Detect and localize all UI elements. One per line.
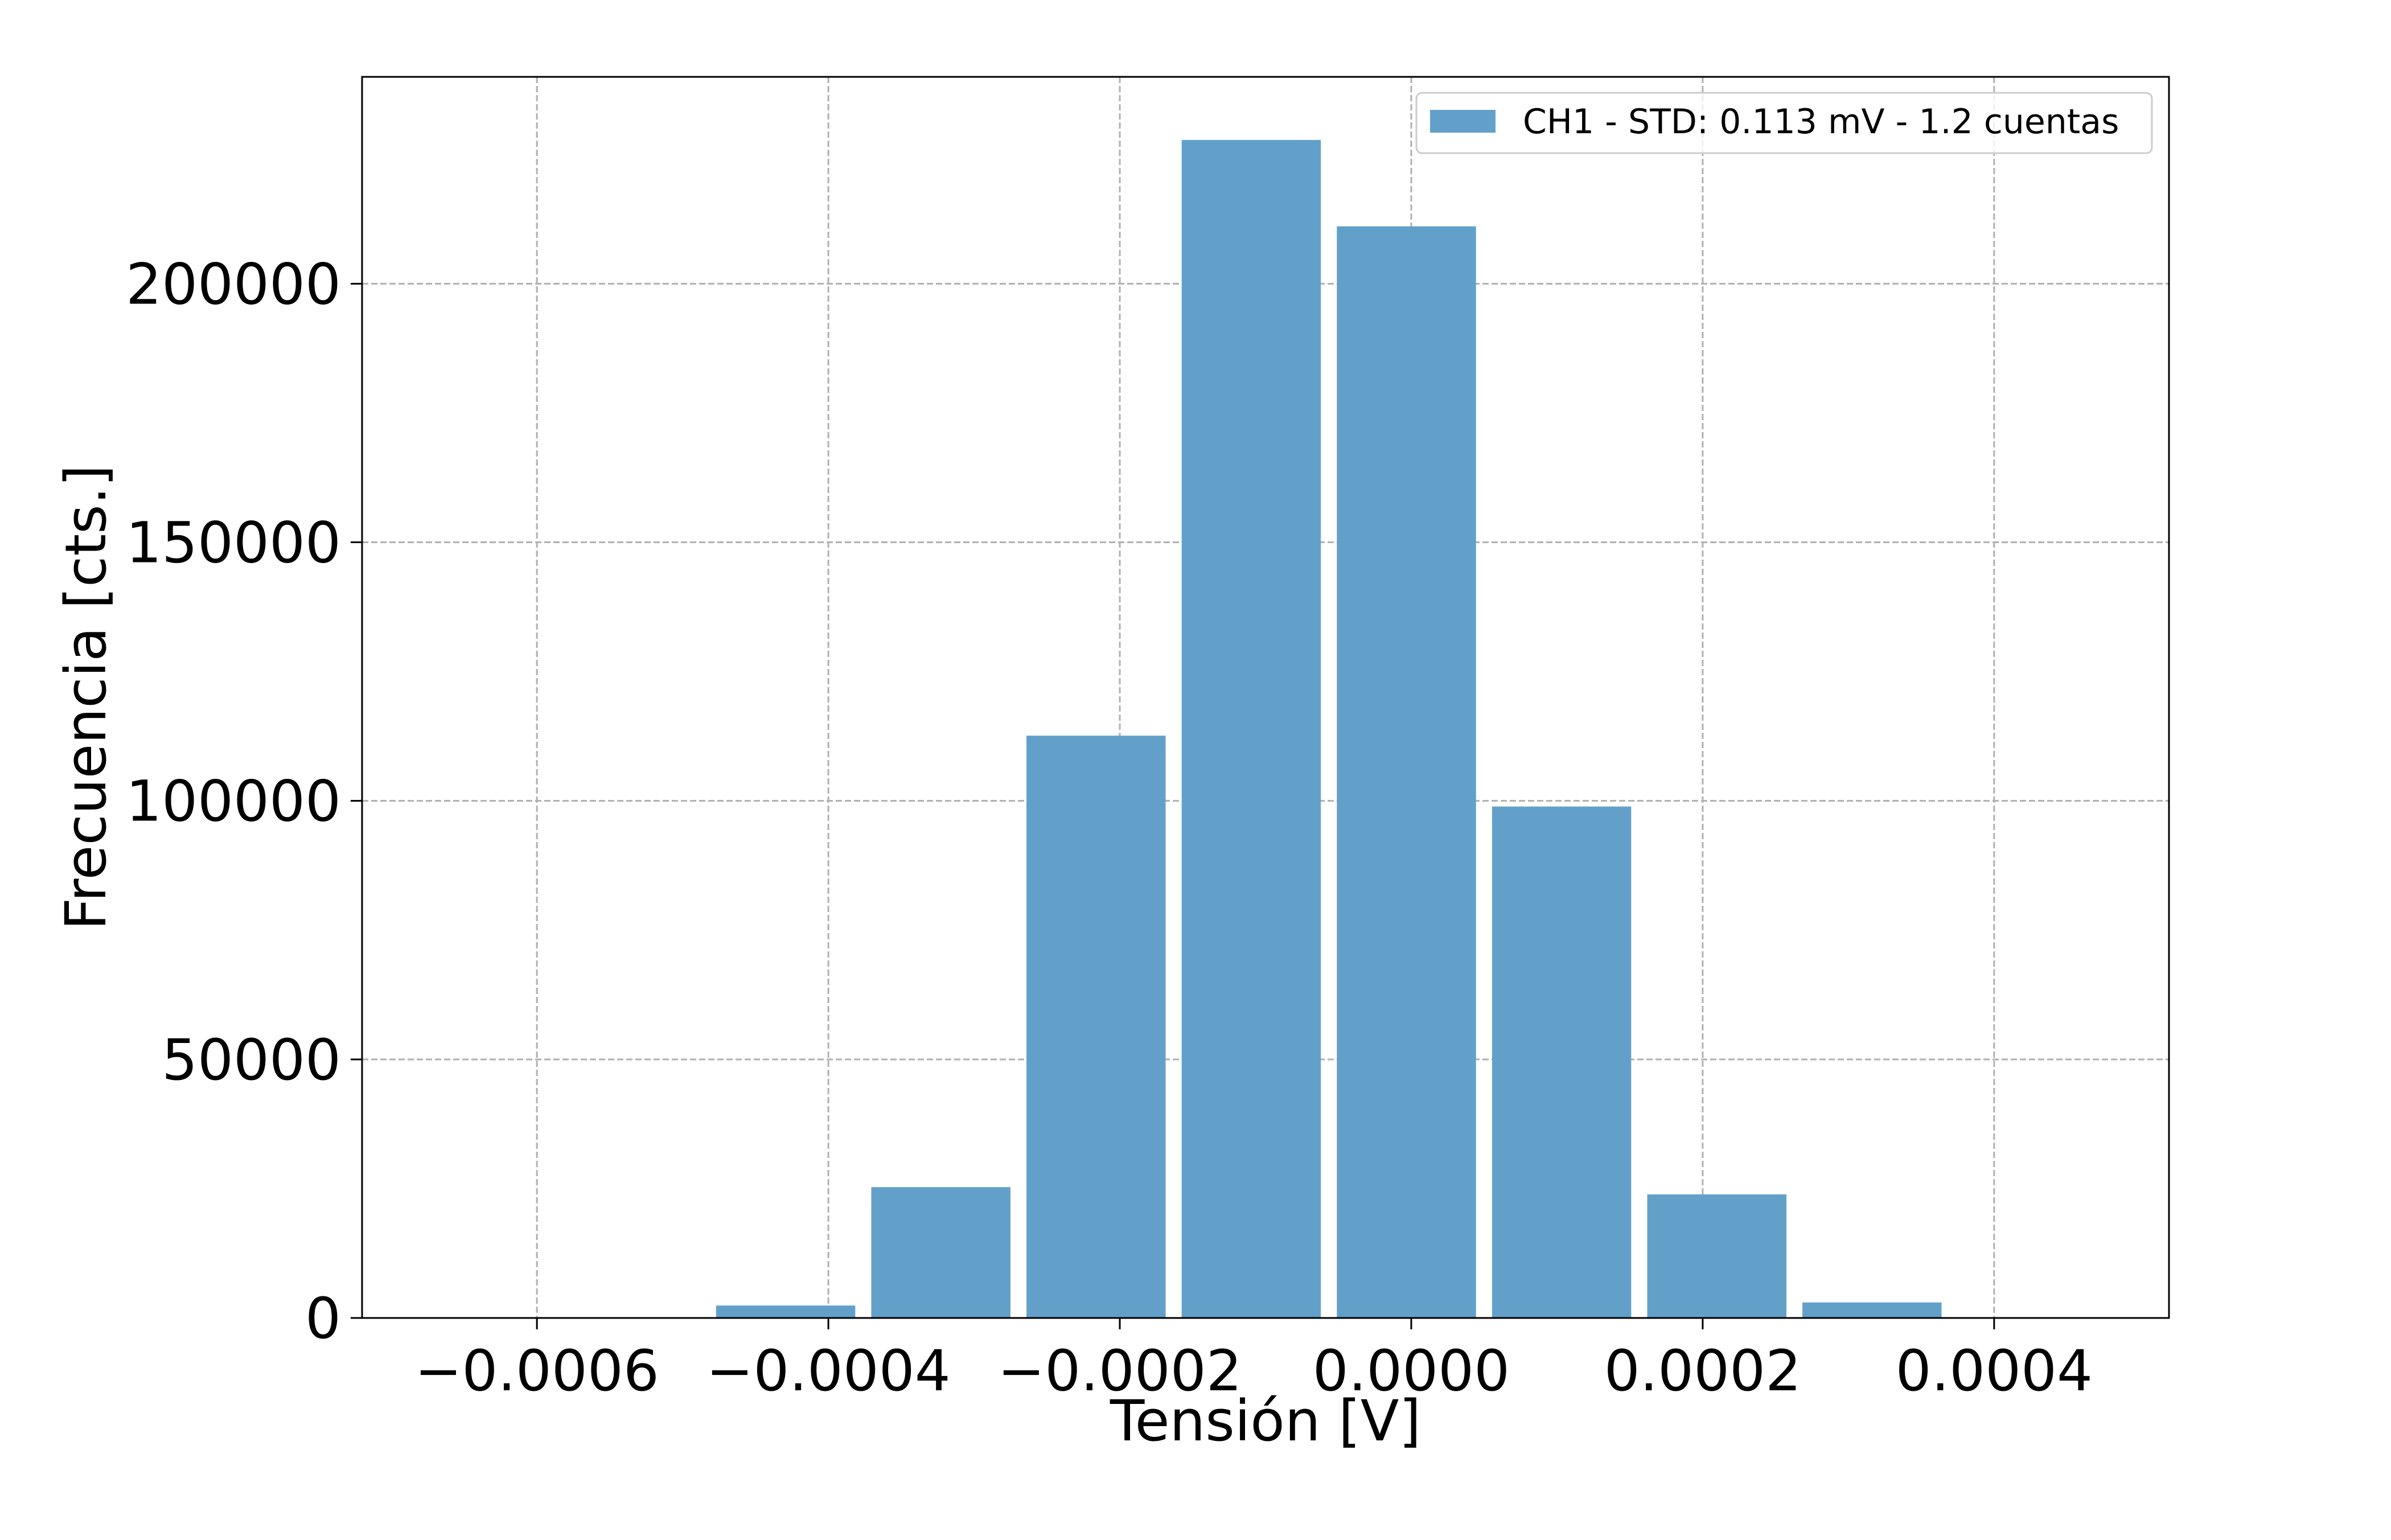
y-axis-label: Frecuencia [cts.]: [54, 465, 119, 930]
legend: CH1 - STD: 0.113 mV - 1.2 cuentas: [1415, 92, 2153, 154]
x-tick-label: 0.0002: [1604, 1338, 1801, 1404]
legend-label: CH1 - STD: 0.113 mV - 1.2 cuentas: [1523, 102, 2119, 142]
histogram-bars: [716, 139, 1942, 1319]
legend-box: [1415, 92, 2153, 154]
x-tick-label: −0.0004: [706, 1338, 950, 1404]
y-tick-label: 0: [305, 1286, 341, 1352]
x-tick-label: 0.0000: [1313, 1338, 1510, 1404]
x-axis-label: Tensión [V]: [1110, 1389, 1421, 1454]
axis-ticks: −0.0006 −0.0004 −0.0002 0.0000 0.0002 0.0004 0…: [126, 252, 2093, 1404]
y-tick-label: 100000: [126, 769, 341, 835]
histogram-bar: [1802, 1302, 1942, 1318]
histogram-bar: [871, 1187, 1010, 1318]
histogram-bar: [1026, 736, 1166, 1318]
histogram-bar: [716, 1305, 856, 1318]
plot-frame: [361, 76, 2170, 1319]
y-tick-label: 50000: [162, 1028, 341, 1093]
histogram-bar: [1647, 1194, 1786, 1318]
legend-swatch: [1430, 110, 1496, 133]
y-tick-label: 150000: [126, 511, 341, 576]
histogram-bar: [1337, 226, 1476, 1319]
y-tick-label: 200000: [126, 252, 341, 317]
x-tick-label: 0.0004: [1896, 1338, 2093, 1404]
histogram-bar: [1492, 806, 1632, 1318]
histogram-bar: [1181, 139, 1321, 1319]
x-tick-label: −0.0006: [414, 1338, 659, 1404]
x-tick-label: −0.0002: [997, 1338, 1242, 1404]
